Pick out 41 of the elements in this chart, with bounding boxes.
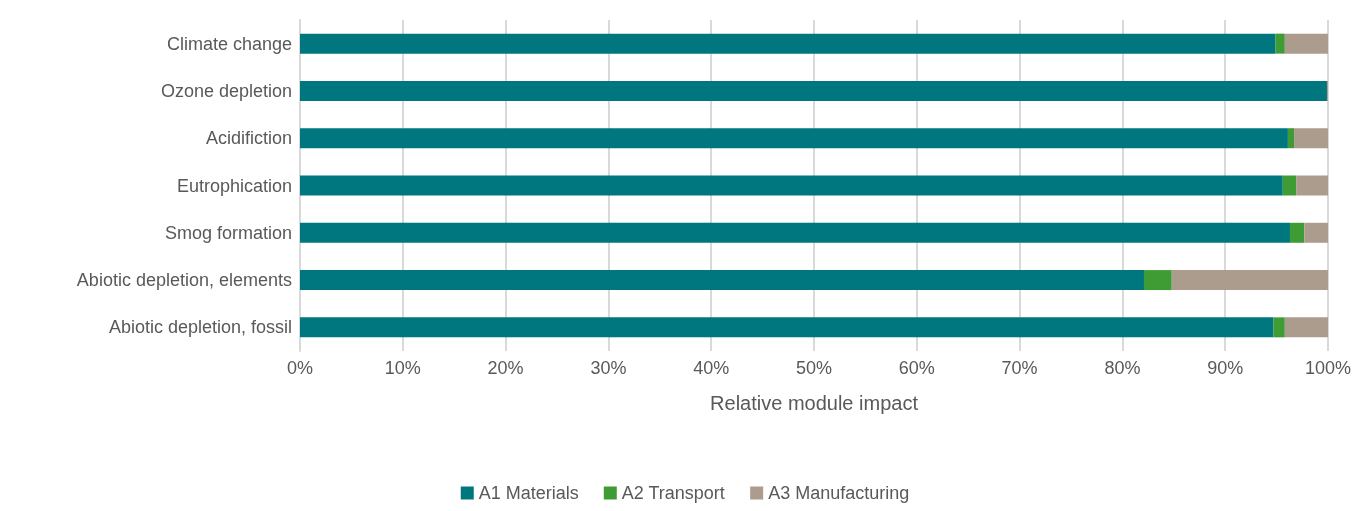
- bar: [1304, 222, 1328, 243]
- x-tick-label: 50%: [795, 358, 833, 378]
- bar: [300, 33, 1276, 54]
- y-tick-label: Climate change: [166, 33, 292, 54]
- bar: [1143, 270, 1172, 291]
- bar: [1294, 128, 1328, 149]
- bar: [1171, 270, 1328, 291]
- x-tick-label: 90%: [1207, 358, 1244, 378]
- bar: [1284, 317, 1328, 338]
- y-tick-label: Acidifiction: [205, 128, 292, 149]
- legend-label: A2 Transport: [621, 483, 725, 503]
- bar: [1296, 175, 1328, 196]
- legend-label: A3 Manufacturing: [768, 483, 910, 503]
- bar: [300, 175, 1283, 196]
- bar: [300, 222, 1290, 243]
- bar: [1289, 222, 1305, 243]
- x-tick-label: 100%: [1304, 358, 1352, 378]
- x-tick-label: 0%: [286, 358, 314, 378]
- x-tick-label: 40%: [693, 358, 730, 378]
- bar: [1287, 128, 1295, 149]
- y-tick-label: Eutrophication: [176, 175, 292, 196]
- y-tick-label: Smog formation: [164, 222, 292, 243]
- bar: [1273, 317, 1285, 338]
- bar: [300, 128, 1288, 149]
- bar: [1275, 33, 1285, 54]
- bar: [1284, 33, 1328, 54]
- y-tick-label: Ozone depletion: [160, 80, 292, 101]
- x-tick-label: 70%: [1001, 358, 1038, 378]
- y-tick-label: Abiotic depletion, fossil: [108, 317, 292, 338]
- y-tick-label: Abiotic depletion, elements: [76, 270, 292, 291]
- x-tick-label: 80%: [1104, 358, 1141, 378]
- bar: [300, 317, 1274, 338]
- x-tick-label: 20%: [487, 358, 524, 378]
- bar: [300, 270, 1144, 291]
- legend-label: A1 Materials: [478, 483, 579, 503]
- x-tick-label: 10%: [384, 358, 421, 378]
- x-axis-title: Relative module impact: [710, 392, 919, 414]
- bar: [1282, 175, 1297, 196]
- x-tick-label: 30%: [590, 358, 627, 378]
- x-tick-label: 60%: [898, 358, 935, 378]
- bar: [300, 80, 1327, 101]
